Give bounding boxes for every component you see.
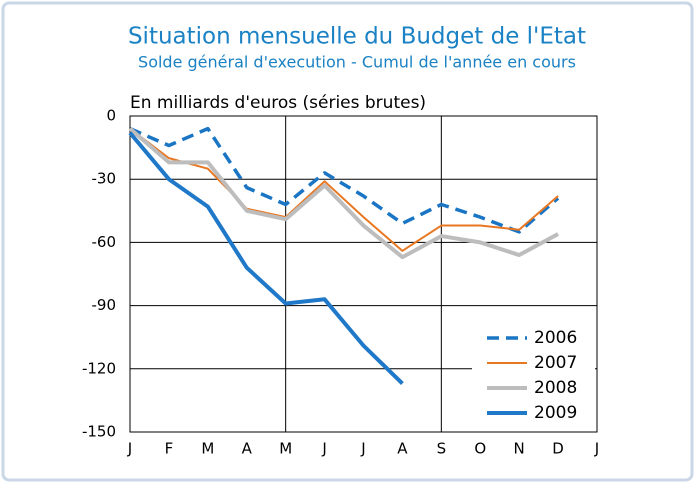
legend-label: 2008: [534, 378, 577, 398]
x-tick-label: N: [514, 440, 525, 458]
y-tick-label: -120: [82, 359, 116, 377]
x-tick-label: J: [360, 440, 365, 458]
series-line: [129, 127, 559, 252]
x-tick-label: F: [165, 440, 174, 458]
legend-label: 2009: [534, 403, 577, 423]
series-line: [129, 126, 560, 234]
x-tick-label: M: [201, 440, 214, 458]
y-tick-label: -30: [92, 170, 117, 188]
y-tick-label: -90: [92, 296, 117, 314]
y-tick-label: -60: [92, 233, 117, 251]
legend-label: 2006: [534, 328, 577, 348]
x-tick-label: S: [437, 440, 447, 458]
y-tick-label: -150: [82, 423, 116, 441]
series-line: [128, 131, 404, 385]
x-tick-label: J: [594, 440, 599, 458]
x-tick-label: A: [242, 440, 253, 458]
x-tick-label: D: [552, 440, 564, 458]
axis-label: En milliards d'euros (séries brutes): [130, 93, 426, 113]
legend-label: 2007: [534, 353, 577, 373]
chart-title: Situation mensuelle du Budget de l'Etat: [128, 24, 586, 50]
x-tick-label: J: [321, 440, 326, 458]
chart-subtitle: Solde général d'execution - Cumul de l'a…: [138, 53, 576, 72]
series-line: [128, 127, 560, 260]
y-tick-label: 0: [106, 107, 116, 125]
x-tick-label: O: [474, 440, 486, 458]
x-tick-label: J: [127, 440, 132, 458]
x-tick-label: M: [279, 440, 292, 458]
x-tick-label: A: [397, 440, 408, 458]
